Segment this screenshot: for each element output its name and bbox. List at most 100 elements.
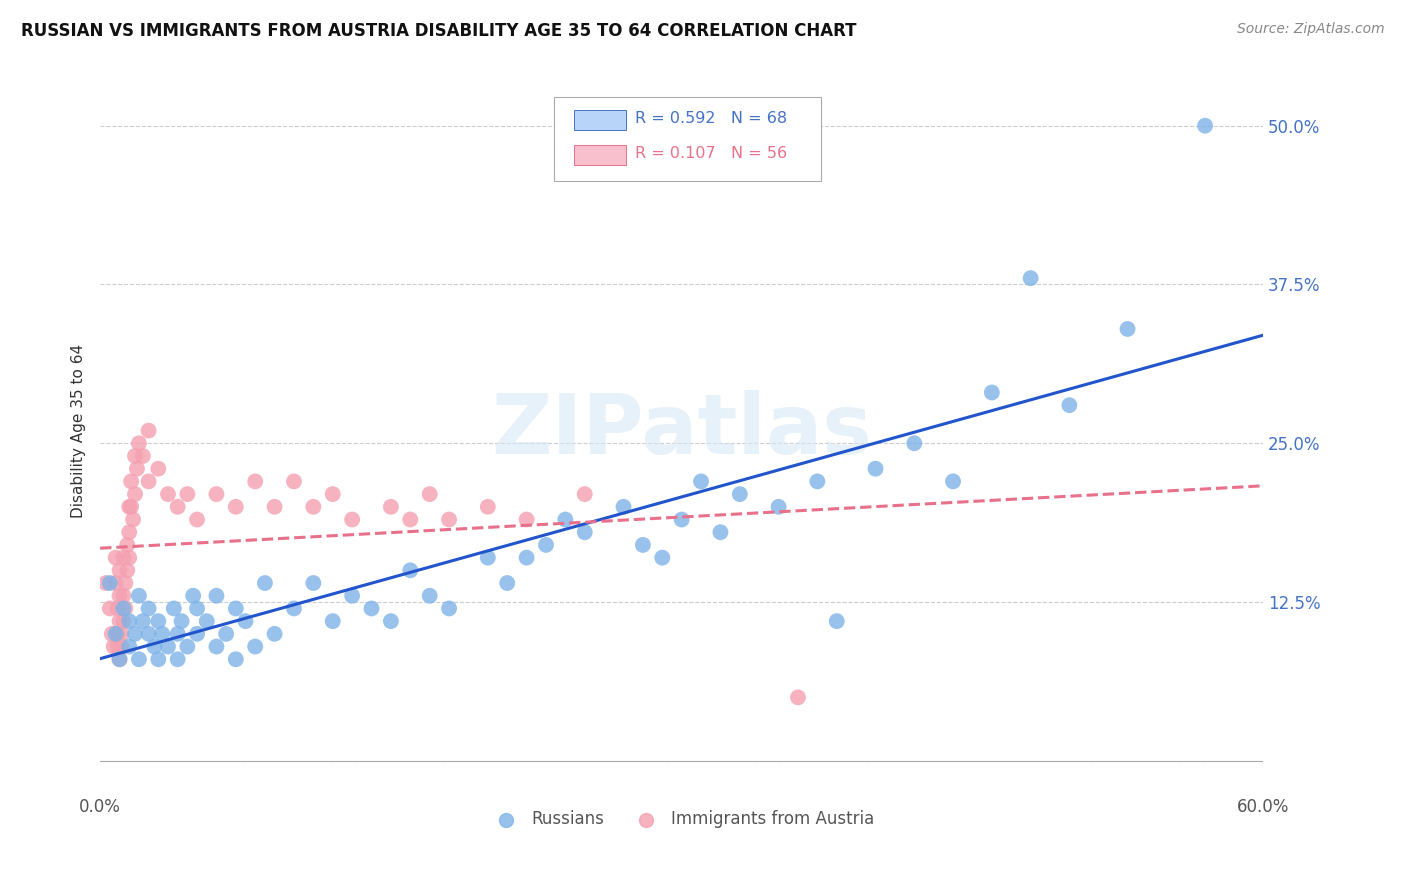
Point: [108, 652, 131, 666]
Point: [107, 627, 129, 641]
Point: [138, 627, 160, 641]
Point: [128, 652, 150, 666]
Point: [166, 500, 188, 514]
Point: [98, 576, 121, 591]
Text: RUSSIAN VS IMMIGRANTS FROM AUSTRIA DISABILITY AGE 35 TO 64 CORRELATION CHART: RUSSIAN VS IMMIGRANTS FROM AUSTRIA DISAB…: [21, 22, 856, 40]
Point: [437, 512, 460, 526]
Point: [128, 589, 150, 603]
Point: [496, 576, 519, 591]
Point: [1116, 322, 1139, 336]
Point: [340, 589, 363, 603]
Point: [176, 487, 198, 501]
Point: [108, 652, 131, 666]
Point: [477, 500, 499, 514]
Point: [263, 627, 285, 641]
Point: [100, 627, 122, 641]
Point: [120, 475, 142, 489]
Point: [132, 449, 155, 463]
Point: [138, 424, 160, 438]
Point: [225, 652, 247, 666]
Point: [125, 461, 148, 475]
Y-axis label: Disability Age 35 to 64: Disability Age 35 to 64: [72, 343, 86, 517]
Point: [118, 500, 141, 514]
Point: [186, 627, 208, 641]
Point: [143, 640, 166, 654]
Point: [195, 614, 218, 628]
Point: [709, 525, 731, 540]
Point: [107, 640, 129, 654]
Point: [1194, 119, 1216, 133]
Point: [124, 627, 146, 641]
Point: [516, 512, 538, 526]
Point: [302, 576, 325, 591]
Point: [865, 461, 887, 475]
Point: [124, 449, 146, 463]
Point: [117, 563, 139, 577]
Point: [283, 601, 305, 615]
Text: ZIPatlas: ZIPatlas: [491, 390, 872, 471]
Point: [166, 652, 188, 666]
Point: [110, 640, 132, 654]
Point: [181, 589, 204, 603]
Point: [120, 500, 142, 514]
Point: [612, 500, 634, 514]
Point: [118, 640, 141, 654]
Point: [112, 589, 135, 603]
Point: [516, 550, 538, 565]
Point: [104, 627, 127, 641]
Point: [322, 487, 344, 501]
Point: [166, 627, 188, 641]
Point: [117, 538, 139, 552]
Point: [98, 601, 121, 615]
Point: [118, 525, 141, 540]
Point: [225, 601, 247, 615]
Point: [437, 601, 460, 615]
Point: [690, 475, 713, 489]
Point: [107, 601, 129, 615]
FancyBboxPatch shape: [554, 97, 821, 181]
Point: [156, 487, 179, 501]
Point: [574, 487, 596, 501]
Point: [110, 627, 132, 641]
Point: [825, 614, 848, 628]
Point: [942, 475, 965, 489]
Point: [138, 601, 160, 615]
Point: [124, 487, 146, 501]
Point: [245, 640, 267, 654]
Point: [205, 589, 228, 603]
Point: [108, 563, 131, 577]
Point: [186, 512, 208, 526]
Point: [787, 690, 810, 705]
Point: [138, 475, 160, 489]
Point: [122, 512, 145, 526]
Point: [340, 512, 363, 526]
Point: [108, 589, 131, 603]
Point: [980, 385, 1002, 400]
Point: [671, 512, 693, 526]
Text: R = 0.107   N = 56: R = 0.107 N = 56: [636, 145, 787, 161]
Point: [806, 475, 828, 489]
Point: [554, 512, 576, 526]
Point: [108, 614, 131, 628]
Text: R = 0.592   N = 68: R = 0.592 N = 68: [636, 111, 787, 126]
Point: [245, 475, 267, 489]
Point: [205, 487, 228, 501]
Point: [302, 500, 325, 514]
Text: Source: ZipAtlas.com: Source: ZipAtlas.com: [1237, 22, 1385, 37]
Point: [112, 614, 135, 628]
Point: [170, 614, 193, 628]
Point: [104, 550, 127, 565]
Point: [1019, 271, 1042, 285]
Point: [118, 614, 141, 628]
Point: [148, 652, 170, 666]
Point: [114, 576, 136, 591]
Point: [150, 627, 173, 641]
Point: [283, 475, 305, 489]
Point: [477, 550, 499, 565]
Point: [163, 601, 186, 615]
Point: [253, 576, 276, 591]
Point: [235, 614, 257, 628]
Point: [156, 640, 179, 654]
Point: [114, 601, 136, 615]
Point: [399, 512, 422, 526]
